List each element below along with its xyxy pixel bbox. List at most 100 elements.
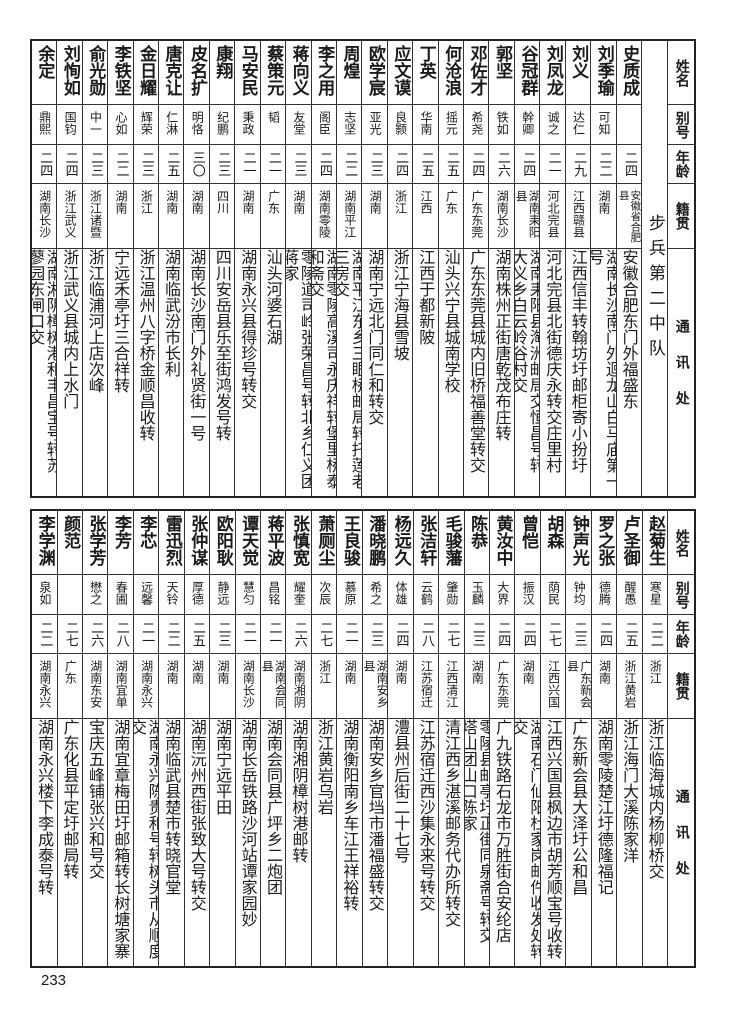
cell-name: 应文谟 — [387, 41, 413, 105]
page-number: 233 — [41, 972, 67, 989]
header-cell-name: 姓名 — [668, 41, 694, 105]
person-age: 二二 — [113, 151, 129, 177]
cell-alias: 体雄 — [388, 575, 413, 615]
person-name: 皮名扩 — [186, 45, 207, 96]
cell-address: 清江西乡湛溪邮务代办所转交 — [439, 719, 463, 966]
person-origin: 广东新会县 — [566, 660, 591, 708]
person-origin: 广东 — [63, 660, 78, 684]
person-address: 浙江黄岩乌岩 — [314, 719, 334, 815]
person-name: 蒋向义 — [288, 45, 309, 96]
person-origin: 江西兴国 — [546, 660, 561, 708]
person-address: 湖南永兴陈贵和号转树头市从顺度交 — [133, 719, 159, 959]
person-age: 二四 — [495, 621, 511, 647]
person-address: 汕头兴宁县城南学校 — [441, 249, 461, 393]
header-label-name: 姓名 — [673, 528, 690, 557]
person-age: 二三 — [138, 151, 154, 177]
cell-alias: 醒愚 — [617, 575, 642, 615]
header-cell-origin: 籍贯 — [668, 654, 694, 719]
cell-age: 二三 — [210, 615, 235, 654]
person-name: 金日耀 — [136, 45, 157, 96]
person-age: 二四 — [621, 151, 637, 177]
cell-age: 二六 — [489, 145, 514, 184]
cell-name: 谷冠群 — [514, 41, 540, 105]
person-address: 零陵县邮亭圩正街同泉斋号转交塔山团山口陈家 — [464, 719, 489, 943]
cell-age: 二一 — [261, 615, 286, 654]
person-origin: 湖南耒阳县 — [514, 190, 540, 238]
person-address: 湖南株州正街唐乾茂布庄转 — [492, 249, 512, 441]
header-label-age: 年龄 — [673, 150, 690, 178]
person-address: 宁远禾亭圩三合祥转 — [111, 249, 131, 393]
cell-age: 二四 — [31, 145, 57, 184]
person-alias: 慧匀 — [241, 581, 256, 605]
cell-alias: 远馨 — [133, 575, 159, 615]
cell-origin: 湖南 — [464, 654, 489, 719]
cell-age: 二四 — [57, 145, 82, 184]
header-label-origin: 籍贯 — [673, 672, 690, 700]
person-column: 钟声光 钟均 二三 广东新会县 广东新会县大泽圩公和昌 — [565, 511, 591, 966]
person-column: 张仲谋 厚德 二五 湖南 湖南沅州西街张致大号转交 — [183, 511, 210, 966]
person-address: 江西于都新陂 — [416, 249, 436, 345]
person-alias: 阁臣 — [317, 111, 332, 135]
person-alias: 春圃 — [114, 581, 129, 605]
person-age: 二七 — [317, 621, 333, 647]
person-name: 欧学宸 — [364, 45, 385, 96]
cell-address: 湖南石门仙阳杜家岗邮件收发处转交 — [515, 719, 539, 966]
person-alias: 中一 — [88, 111, 103, 135]
header-label-alias: 别号 — [673, 110, 690, 139]
person-address: 浙江温州八字桥金顺昌收转 — [136, 249, 156, 441]
person-column: 蒋平波 昌铭 二一 湖南会同县 湖南会同县广坪乡二炮团 — [260, 511, 286, 966]
cell-address: 湖南会同县广坪乡二炮团 — [261, 719, 285, 966]
person-column: 史质成 二四 安徽省合肥县 安徽合肥东门外福盛东 — [615, 41, 641, 496]
cell-origin: 湖南长沙 — [489, 184, 514, 249]
cell-origin: 湖南 — [159, 654, 184, 719]
cell-name: 张慎宽 — [286, 511, 311, 575]
person-address: 零陵道司岭张荣昌号转北乡仁义团蒋家 — [286, 249, 311, 489]
cell-name: 陈恭 — [464, 511, 489, 575]
cell-origin: 湖南零陵 — [311, 184, 336, 249]
cell-name: 罗之张 — [591, 511, 617, 575]
header-cell-address: 通讯处 — [668, 719, 694, 966]
cell-age: 二七 — [439, 615, 464, 654]
person-name: 刘义 — [568, 45, 589, 79]
roster-table-top: 姓名 别号 年龄 籍贯 通讯处 步兵第二中队 史质成 二四 安徽省合肥县 安徽合肥东门外福盛东 刘季… — [30, 39, 696, 498]
cell-age: 二四 — [388, 615, 413, 654]
person-origin: 浙江黄岩 — [622, 660, 637, 708]
person-address: 湖南耒阳县淘洲邮局交恒昌号转大义乡白云岭谷村交 — [514, 249, 540, 473]
person-age: 二五 — [190, 621, 206, 647]
person-name: 颜范 — [60, 515, 81, 549]
cell-alias: 钟均 — [566, 575, 591, 615]
person-origin: 湖南永兴 — [37, 660, 52, 708]
cell-name: 雷迅烈 — [159, 511, 184, 575]
person-address: 汕头河婆石湖 — [263, 249, 283, 345]
person-name: 潘晓鹏 — [365, 515, 386, 566]
person-address: 江西兴国县枫边市胡芳顺宝号收转 — [543, 719, 563, 959]
header-cell-address: 通讯处 — [668, 249, 694, 496]
cell-age: 二四 — [591, 615, 617, 654]
person-address: 湖南零陵楚江圩德隆福记 — [594, 719, 614, 895]
person-name: 史质成 — [619, 45, 640, 96]
person-age: 二四 — [520, 151, 536, 177]
cell-origin: 湖南 — [184, 184, 209, 249]
cell-age: 二四 — [489, 615, 515, 654]
person-age: 二七 — [62, 621, 78, 647]
person-name: 张仲谋 — [187, 515, 208, 566]
person-name: 何沧浪 — [441, 45, 462, 96]
header-label-alias: 别号 — [673, 580, 690, 609]
person-address: 湖南安乡官垱市潘福盛转交 — [365, 719, 385, 911]
cell-name: 钟声光 — [566, 511, 591, 575]
cell-address: 湖南安乡官垱市潘福盛转交 — [363, 719, 387, 966]
person-name: 邓佐才 — [466, 45, 487, 96]
cell-address: 湖南零陵高溪司永庆祥转堡里桥泰和斋交 — [312, 249, 336, 496]
cell-address: 湖南临武汾市长利 — [159, 249, 183, 496]
cell-age: 三〇 — [184, 145, 209, 184]
person-column: 卢圣御 醒愚 二五 浙江黄岩 浙江海门大溪陈家洋 — [616, 511, 642, 966]
cell-origin: 广东 — [57, 654, 82, 719]
person-alias: 铁如 — [495, 111, 510, 135]
person-name: 杨远久 — [390, 515, 411, 566]
person-alias: 鼎熙 — [37, 111, 52, 135]
cell-address: 河北完县北街德庆永转交庄里村 — [540, 249, 564, 496]
cell-name: 唐克让 — [158, 41, 184, 105]
person-name: 钟声光 — [568, 515, 589, 566]
cell-address: 湖南永兴楼下李成泰号转 — [32, 719, 56, 966]
person-age: 二一 — [266, 621, 282, 647]
